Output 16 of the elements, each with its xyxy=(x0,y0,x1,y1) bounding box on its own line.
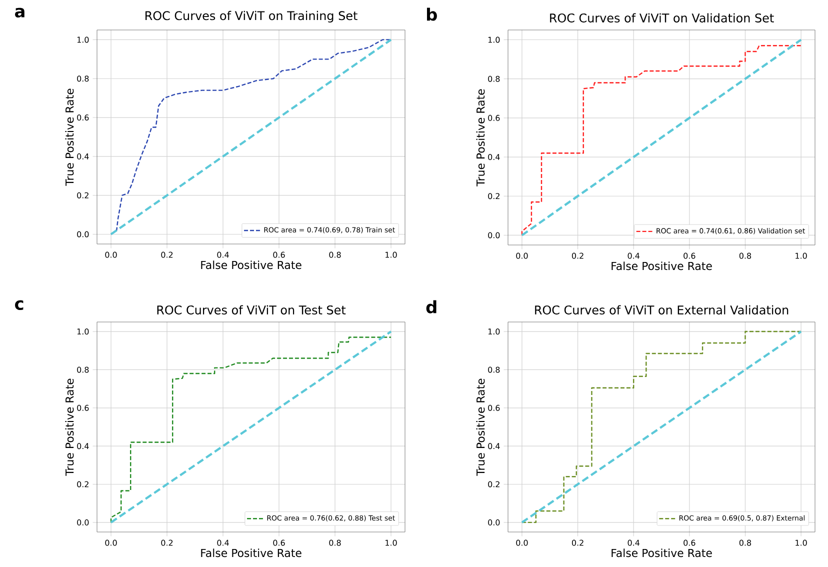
chart-title: ROC Curves of ViViT on Validation Set xyxy=(550,13,774,22)
chart-title: ROC Curves of ViViT on Training Set xyxy=(146,10,358,22)
x-axis-title: False Positive Rate xyxy=(201,260,302,270)
y-axis-title: True Positive Rate xyxy=(476,89,485,186)
text: b xyxy=(426,8,437,21)
y-axis-title: True Positive Rate xyxy=(65,378,74,476)
y-axis-title: True Positive Rate xyxy=(476,378,485,476)
x-axis-title: False Positive Rate xyxy=(201,548,302,558)
chart-title: ROC Curves of ViViT on External Validation xyxy=(535,305,788,314)
text: d xyxy=(426,300,436,314)
chart-title: ROC Curves of ViViT on Test Set xyxy=(157,305,346,314)
y-axis-title: True Positive Rate xyxy=(65,88,74,186)
x-axis-title: False Positive Rate xyxy=(612,262,712,270)
x-axis-title: False Positive Rate xyxy=(612,548,712,558)
text: a xyxy=(15,8,24,18)
text: c xyxy=(15,300,24,310)
